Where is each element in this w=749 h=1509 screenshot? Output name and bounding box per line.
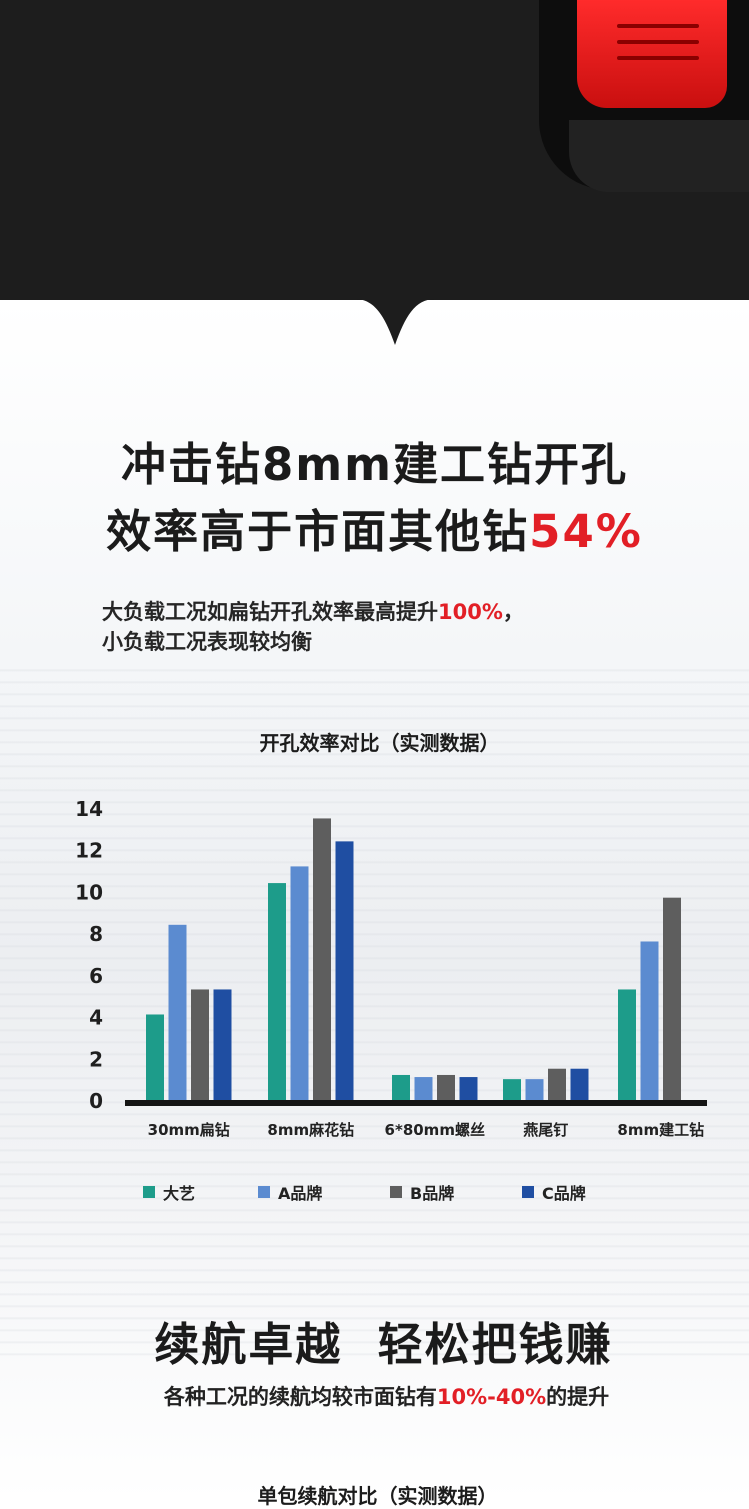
subline2-highlight: 10%-40% (436, 1385, 547, 1409)
legend-item-c-brand: C品牌 (522, 1180, 586, 1204)
efficiency-bar-chart: 0 2 4 6 8 10 12 14 30mm扁钻 8mm麻花钻 6*80mm螺丝 燕尾钉 8mm建工钻 (75, 797, 707, 1139)
y-tick-label: 0 (89, 1089, 103, 1113)
x-tick-label: 30mm扁钻 (148, 1121, 230, 1139)
bar-a-brand-0 (168, 924, 187, 1100)
subline-line-1: 大负载工况如扁钻开孔效率最高提升100%， (102, 600, 524, 624)
legend-swatch (143, 1186, 155, 1198)
bar-a-brand-2 (414, 1077, 433, 1100)
chart-legend: 大艺 A品牌 B品牌 C品牌 (0, 1180, 749, 1204)
bar-dayi-0 (146, 1014, 164, 1100)
subline-highlight: 100% (438, 600, 503, 624)
y-tick-label: 8 (89, 922, 103, 946)
bar-dayi-2 (392, 1074, 410, 1100)
x-tick-label: 6*80mm螺丝 (385, 1121, 485, 1139)
legend-item-dayi: 大艺 (143, 1180, 195, 1204)
x-tick-label: 8mm建工钻 (617, 1121, 704, 1139)
bar-dayi-4 (618, 989, 636, 1100)
bar-dayi-3 (503, 1079, 521, 1100)
bar-c-brand-0 (213, 989, 232, 1100)
bar-dayi-1 (268, 883, 286, 1100)
y-tick-label: 4 (89, 1006, 103, 1030)
legend-item-b-brand: B品牌 (390, 1180, 454, 1204)
bar-c-brand-1 (335, 841, 354, 1100)
headline-highlight: 54% (529, 505, 643, 558)
x-tick-label: 8mm麻花钻 (267, 1121, 354, 1139)
section-divider-notch (0, 299, 749, 345)
bar-b-brand-0 (191, 989, 209, 1100)
legend-swatch (258, 1186, 270, 1198)
bar-a-brand-4 (640, 941, 659, 1100)
bar-a-brand-3 (525, 1079, 544, 1100)
bar-b-brand-1 (313, 818, 331, 1100)
chart-title: 开孔效率对比（实测数据） (259, 731, 500, 755)
bar-a-brand-1 (290, 866, 309, 1100)
legend-swatch (522, 1186, 534, 1198)
y-tick-label: 2 (89, 1047, 103, 1071)
y-tick-label: 10 (75, 880, 103, 904)
bar-b-brand-2 (437, 1074, 455, 1100)
x-axis-line (125, 1100, 707, 1106)
subline-line-2: 小负载工况表现较均衡 (102, 630, 312, 654)
legend-swatch (390, 1186, 402, 1198)
bar-b-brand-4 (663, 897, 681, 1100)
section-headline-battery: 续航卓越 轻松把钱赚 (154, 1318, 613, 1371)
legend-item-a-brand: A品牌 (258, 1180, 322, 1204)
hero-banner (0, 0, 749, 300)
drill-base (569, 120, 749, 192)
bar-c-brand-2 (459, 1077, 478, 1100)
y-tick-label: 12 (75, 839, 103, 863)
section-subline-battery: 各种工况的续航均较市面钻有10%-40%的提升 (163, 1385, 610, 1409)
x-tick-label: 燕尾钉 (523, 1121, 568, 1139)
drill-trigger (577, 0, 727, 108)
headline-line-1: 冲击钻8mm建工钻开孔 (120, 438, 629, 491)
next-chart-title: 单包续航对比（实测数据） (257, 1484, 498, 1508)
headline-line-2: 效率高于市面其他钻54% (106, 505, 643, 558)
y-tick-label: 6 (89, 964, 103, 988)
bar-c-brand-3 (570, 1068, 589, 1100)
bar-b-brand-3 (548, 1068, 566, 1100)
y-tick-label: 14 (75, 797, 103, 821)
